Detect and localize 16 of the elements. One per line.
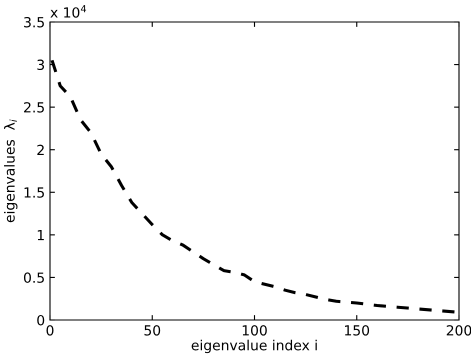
y-tick-label: 3 [37,60,44,70]
y-tick-label: 1.5 [24,187,44,198]
y-tick-label: 0 [37,314,44,326]
y-tick-label: 1 [38,230,44,240]
x-tick-label: 200 [446,325,471,336]
text: x 10$^{4}$ [50,5,86,18]
x-tick-label: 100 [242,325,267,336]
y-tick-label: 3.5 [24,16,44,28]
y-tick-label: 2.5 [24,102,44,113]
x-tick-label: 150 [345,325,370,336]
x-tick-label: 50 [144,325,160,336]
y-tick-label: 0.5 [24,272,44,283]
y-tick-label: 2 [37,144,44,155]
x-axis-title: eigenvalue index i [192,340,317,354]
x-tick-label: 0 [46,325,54,336]
y-axis-title: eigenvalues λ$_{i}$ [4,119,18,222]
